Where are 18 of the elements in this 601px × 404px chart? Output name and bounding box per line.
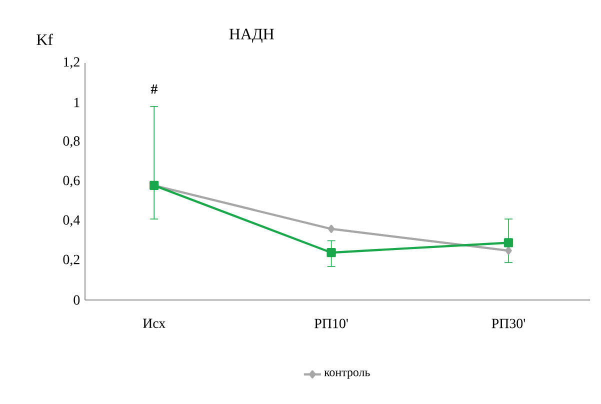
y-tick-label: 0,8 [63,136,80,148]
chart-title: НАДН [229,28,274,43]
y-tick-label: 1,2 [64,57,80,69]
y-tick-label: 0,2 [63,254,80,266]
point [504,238,514,248]
legend-label: контроль [324,370,370,379]
y-tick-label: 1 [74,98,80,108]
x-tick-label: РП30' [492,318,526,328]
point [328,224,335,233]
point [505,246,512,255]
y-tick-label: 0 [74,295,80,305]
y-tick-label: 0,4 [63,215,80,227]
point [326,248,336,258]
x-tick-label: Исх [142,318,166,328]
y-tick-label: 0,6 [63,176,80,188]
annotation: # [150,84,158,94]
x-tick-label: РП10' [314,318,348,328]
y-axis-title: Kf [36,34,54,45]
